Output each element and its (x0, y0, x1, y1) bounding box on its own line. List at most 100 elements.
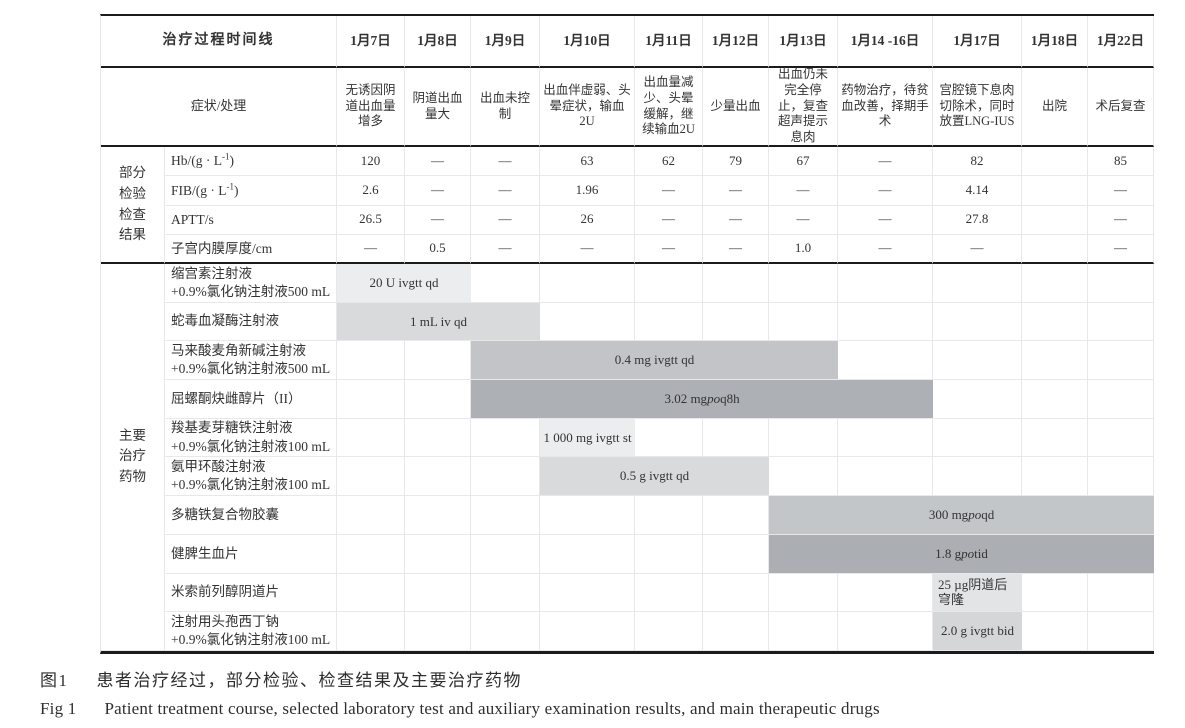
date-cell: 1月22日 (1088, 16, 1154, 68)
lab-value-cell: 26.5 (337, 205, 405, 235)
symptom-cell: 宫腔镜下息肉切除术，同时放置LNG-IUS (933, 68, 1022, 147)
lab-value-cell: 62 (635, 147, 703, 177)
drug-grid-cell (471, 496, 540, 535)
drug-bar: 1 000 mg ivgtt st (540, 418, 635, 458)
date-cell: 1月10日 (540, 16, 635, 68)
drug-grid-cell (933, 302, 1022, 342)
drug-grid-cell (769, 457, 838, 497)
drug-grid-cell (769, 612, 838, 651)
lab-value-cell: 82 (933, 147, 1022, 177)
lab-value-cell (1022, 234, 1088, 264)
drug-grid-cell (703, 573, 769, 613)
drug-bar: 1 mL iv qd (337, 302, 540, 342)
drug-grid-cell (635, 573, 703, 613)
lab-value-cell: — (337, 234, 405, 264)
lab-row-label: APTT/s (165, 205, 337, 235)
drug-grid-cell (933, 264, 1022, 303)
treatment-timeline-table: 治疗过程时间线 1月7日 1月8日 1月9日 1月10日 1月11日 1月12日 1月13日 1… (100, 14, 1154, 654)
lab-value-cell: — (405, 147, 471, 177)
drug-grid-cell (1022, 341, 1088, 381)
lab-row-label: FIB/(g · L-1) (165, 176, 337, 206)
symptom-cell: 无诱因阴道出血量增多 (337, 68, 405, 147)
lab-value-cell: — (838, 147, 933, 177)
drug-grid-cell (769, 302, 838, 342)
lab-value-cell: 27.8 (933, 205, 1022, 235)
figure-number-en: Fig 1 (40, 699, 77, 718)
symptom-cell: 阴道出血量大 (405, 68, 471, 147)
lab-value-cell: — (933, 234, 1022, 264)
drug-group-label: 主要 治疗 药物 (101, 264, 165, 651)
drug-grid-cell (337, 380, 405, 419)
drug-row-label: 注射用头孢西丁钠 +0.9%氯化钠注射液100 mL (165, 612, 337, 651)
symptom-header-cell: 症状/处理 (101, 68, 337, 147)
date-cell: 1月17日 (933, 16, 1022, 68)
lab-value-cell: 4.14 (933, 176, 1022, 206)
lab-value-cell: — (635, 205, 703, 235)
lab-value-cell: 85 (1088, 147, 1154, 177)
drug-grid-cell (1022, 612, 1088, 651)
drug-grid-cell (540, 496, 635, 535)
symptom-cell: 出血伴虚弱、头晕症状，输血2U (540, 68, 635, 147)
drug-grid-cell (1022, 457, 1088, 497)
drug-grid-cell (1022, 573, 1088, 613)
figure-caption-en: Fig 1 Patient treatment course, selected … (40, 699, 880, 719)
drug-grid-cell (405, 496, 471, 535)
lab-value-cell: 26 (540, 205, 635, 235)
symptom-cell: 出血未控制 (471, 68, 540, 147)
date-cell: 1月9日 (471, 16, 540, 68)
drug-grid-cell (838, 612, 933, 651)
lab-value-cell: 63 (540, 147, 635, 177)
lab-value-cell: — (838, 205, 933, 235)
drug-row-label: 健脾生血片 (165, 534, 337, 574)
drug-grid-cell (838, 418, 933, 458)
symptom-cell: 出血仍未完全停止，复查超声提示息肉 (769, 67, 838, 147)
lab-value-cell: — (1088, 205, 1154, 235)
date-cell: 1月11日 (635, 16, 703, 68)
figure-caption-en-text: Patient treatment course, selected labor… (104, 699, 880, 718)
drug-grid-cell (471, 457, 540, 497)
lab-value-cell (1022, 176, 1088, 206)
symptom-cell: 术后复查 (1088, 68, 1154, 147)
drug-grid-cell (1022, 418, 1088, 458)
lab-value-cell: — (471, 147, 540, 177)
drug-grid-cell (1022, 302, 1088, 342)
drug-grid-cell (838, 264, 933, 303)
drug-grid-cell (838, 573, 933, 613)
drug-grid-cell (540, 302, 635, 342)
date-cell: 1月12日 (703, 16, 769, 68)
lab-value-cell: 79 (703, 147, 769, 177)
lab-value-cell: 120 (337, 147, 405, 177)
drug-grid-cell (337, 612, 405, 651)
lab-value-cell: — (471, 205, 540, 235)
drug-row-label: 缩宫素注射液 +0.9%氯化钠注射液500 mL (165, 264, 337, 303)
drug-grid-cell (337, 457, 405, 497)
drug-bar: 0.4 mg ivgtt qd (471, 341, 838, 381)
drug-grid-cell (933, 418, 1022, 458)
drug-grid-cell (471, 264, 540, 303)
lab-value-cell: — (471, 176, 540, 206)
date-cell: 1月8日 (405, 16, 471, 68)
drug-grid-cell (933, 380, 1022, 419)
lab-value-cell: — (769, 205, 838, 235)
drug-grid-cell (471, 573, 540, 613)
drug-row-label: 多糖铁复合物胶囊 (165, 496, 337, 535)
drug-grid-cell (471, 612, 540, 651)
drug-grid-cell (337, 534, 405, 574)
drug-bar: 300 mg po qd (769, 496, 1154, 535)
lab-value-cell: — (838, 176, 933, 206)
drug-grid-cell (769, 418, 838, 458)
drug-grid-cell (1088, 457, 1154, 497)
drug-bar: 1.8 g po tid (769, 534, 1154, 574)
drug-grid-cell (838, 302, 933, 342)
lab-value-cell (1022, 205, 1088, 235)
drug-grid-cell (337, 573, 405, 613)
symptom-cell: 药物治疗，待贫血改善，择期手术 (838, 68, 933, 147)
drug-grid-cell (703, 264, 769, 303)
drug-bar: 3.02 mg po q8h (471, 380, 933, 419)
lab-group-label: 部分 检验 检查 结果 (101, 147, 165, 264)
drug-grid-cell (540, 534, 635, 574)
drug-bar: 2.0 g ivgtt bid (933, 612, 1022, 651)
drug-grid-cell (933, 457, 1022, 497)
drug-grid-cell (1088, 418, 1154, 458)
drug-grid-cell (933, 341, 1022, 381)
